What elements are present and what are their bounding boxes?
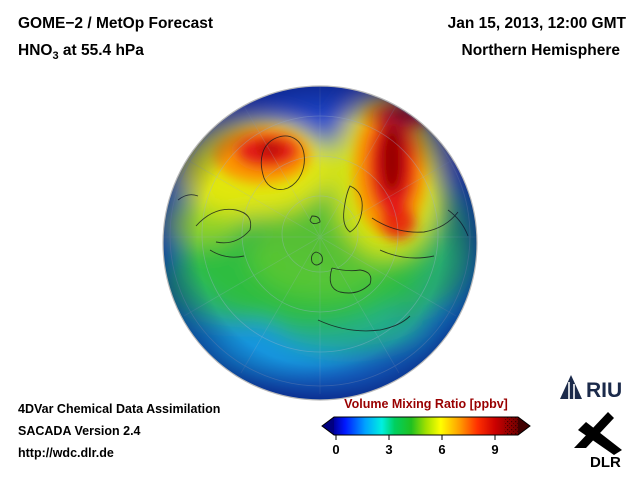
limb-shading — [163, 86, 477, 400]
species-level-title: HNO3 at 55.4 hPa — [18, 37, 213, 70]
colorbar-underflow-arrow — [322, 417, 334, 435]
colorbar-ticks — [335, 435, 496, 440]
datetime-block: Jan 15, 2013, 12:00 GMT Northern Hemisph… — [448, 10, 626, 64]
species-prefix: HNO — [18, 42, 53, 59]
colorbar-gradient — [334, 417, 518, 435]
assimilation-label: 4DVar Chemical Data Assimilation — [18, 402, 221, 416]
colorbar-title: Volume Mixing Ratio [ppbv] — [344, 397, 508, 411]
riu-logo-text: RIU — [586, 379, 622, 402]
dlr-logo: DLR — [574, 412, 622, 470]
colorbar-tick-labels: 0 3 6 9 — [332, 442, 498, 457]
instrument-title: GOME−2 / MetOp Forecast — [18, 15, 214, 32]
colorbar: Volume Mixing Ratio [ppbv] 0 3 6 9 — [321, 397, 531, 457]
credits-block: 4DVar Chemical Data Assimilation SACADA … — [18, 398, 220, 464]
species-suffix: at 55.4 hPa — [58, 42, 144, 59]
colorbar-overflow-hatch — [504, 417, 518, 435]
dlr-swoosh-icon — [574, 412, 622, 455]
tick-label-3: 3 — [385, 442, 392, 457]
region-label: Northern Hemisphere — [461, 42, 620, 59]
tick-label-0: 0 — [332, 442, 339, 457]
version-label: SACADA Version 2.4 — [18, 424, 141, 438]
tick-label-9: 9 — [491, 442, 498, 457]
datetime-label: Jan 15, 2013, 12:00 GMT — [447, 15, 626, 32]
url-label: http://wdc.dlr.de — [18, 446, 114, 460]
riu-mountain-icon — [560, 375, 582, 399]
species-subscript: 3 — [52, 50, 59, 63]
colorbar-outline — [321, 416, 531, 436]
dlr-logo-text: DLR — [590, 454, 621, 470]
tick-label-6: 6 — [438, 442, 445, 457]
colorbar-overflow-arrow — [518, 417, 530, 435]
plot-title-block: GOME−2 / MetOp Forecast HNO3 at 55.4 hPa — [18, 10, 213, 70]
riu-logo: RIU — [560, 375, 622, 402]
globe-rim — [162, 85, 478, 401]
